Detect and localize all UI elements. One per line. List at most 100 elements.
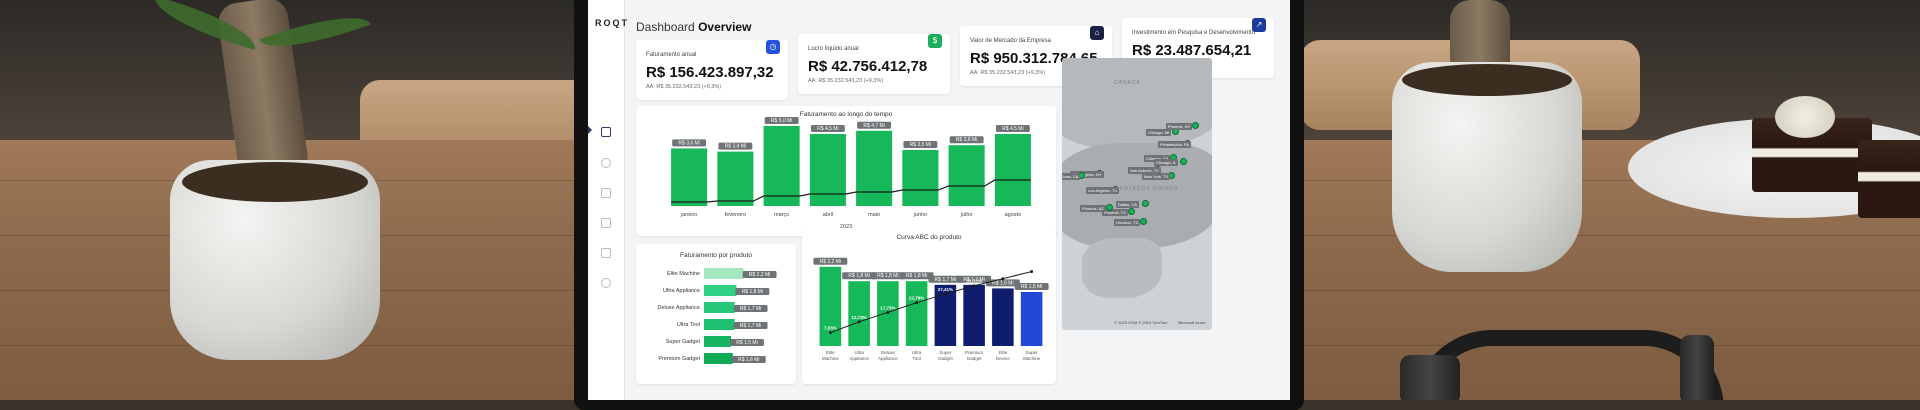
kpi-card: Faturamento anual R$ 156.423.897,32 AA: R$… bbox=[636, 40, 788, 100]
bar[interactable] bbox=[948, 145, 985, 206]
bar-data-label-bg bbox=[949, 136, 984, 144]
revenue-time-chart: R$ 3,6 Mi janeiro R$ 3,4 Mi fevereiro R$ 5,0… bbox=[671, 117, 1031, 230]
bar[interactable] bbox=[992, 288, 1014, 346]
bar[interactable] bbox=[848, 281, 870, 346]
map-land bbox=[1062, 143, 1212, 248]
bar-data-label: R$ 3,4 Mi bbox=[725, 144, 746, 150]
bar[interactable] bbox=[902, 150, 939, 206]
bar-data-label: R$ 4,5 Mi bbox=[817, 126, 838, 132]
sales-map[interactable]: CANADA ESTADOS UNIDOS Chicago, MI Phoenix… bbox=[1062, 58, 1212, 330]
bar-data-label: R$ 1,8 Mi bbox=[742, 289, 763, 295]
monitor-icon[interactable] bbox=[601, 188, 611, 198]
map-city-label: Los Angeles, TX bbox=[1086, 187, 1120, 194]
bar-data-label: R$ 1,5 Mi bbox=[1021, 284, 1042, 290]
bar-data-label: R$ 1,6 Mi bbox=[992, 280, 1013, 286]
bar[interactable] bbox=[905, 281, 928, 346]
bar[interactable] bbox=[809, 134, 846, 206]
bar-data-label-bg bbox=[957, 275, 992, 283]
clock-icon[interactable]: ◷ bbox=[766, 40, 780, 54]
map-pin[interactable] bbox=[1192, 122, 1199, 129]
bar[interactable] bbox=[1020, 292, 1043, 346]
map-pin[interactable] bbox=[1140, 218, 1147, 225]
bar-data-label: R$ 1,5 Mi bbox=[736, 340, 757, 346]
bar[interactable] bbox=[704, 302, 735, 313]
active-nav-marker bbox=[588, 126, 592, 134]
clock-icon[interactable] bbox=[601, 158, 611, 168]
bar[interactable] bbox=[934, 284, 957, 346]
x-tick-label: Appliance bbox=[849, 356, 869, 361]
bar[interactable] bbox=[963, 284, 985, 346]
map-city-label: San Jose, CA bbox=[1062, 173, 1081, 180]
cake-slice bbox=[1858, 140, 1920, 218]
map-city-label: Houston, TX bbox=[1114, 219, 1141, 226]
dashboard-screen: ROQT Dashboard Overview Faturamento anua… bbox=[588, 0, 1290, 400]
cumulative-label: 12,73% bbox=[851, 315, 866, 320]
kpi-value: R$ 42.756.412,78 bbox=[808, 58, 928, 75]
trend-icon[interactable]: ↗ bbox=[1252, 18, 1266, 32]
bar-data-label: R$ 2,2 Mi bbox=[749, 272, 770, 278]
x-axis-label: 2023 bbox=[840, 224, 852, 230]
x-tick-label: Super bbox=[1026, 350, 1039, 355]
bar[interactable] bbox=[819, 266, 842, 346]
y-tick-label: Ultra Appliance bbox=[663, 288, 700, 294]
cumulative-point bbox=[828, 331, 832, 335]
kpi-label: Valor de Mercado da Empresa bbox=[970, 38, 1051, 44]
bar[interactable] bbox=[704, 285, 737, 296]
revenue-by-product-card: Faturamento por produto Elite Machine R$ … bbox=[636, 244, 796, 384]
x-tick-label: Tool bbox=[912, 356, 920, 361]
bar-data-label-bg bbox=[731, 356, 766, 363]
map-pin[interactable] bbox=[1142, 200, 1149, 207]
trend-line bbox=[671, 179, 1031, 203]
building-icon[interactable]: ⌂ bbox=[1090, 26, 1104, 40]
cumulative-point bbox=[915, 301, 919, 305]
bar-data-label: R$ 1,7 Mi bbox=[740, 306, 761, 312]
bar[interactable] bbox=[704, 353, 733, 364]
map-city-label: San Antonio, TX bbox=[1128, 167, 1161, 174]
x-tick-label: maio bbox=[868, 212, 880, 218]
x-tick-label: janeiro bbox=[680, 212, 698, 218]
trend-icon[interactable] bbox=[601, 248, 611, 258]
cumulative-line bbox=[830, 271, 1032, 334]
kpi-value: R$ 156.423.897,32 bbox=[646, 64, 774, 81]
bar-data-label: R$ 5,0 Mi bbox=[771, 118, 792, 124]
bar-data-label-bg bbox=[899, 272, 934, 280]
x-tick-label: julho bbox=[960, 212, 973, 218]
y-tick-label: Elite Machine bbox=[667, 271, 700, 277]
cumulative-point bbox=[972, 284, 976, 288]
map-pin[interactable] bbox=[1128, 208, 1135, 215]
bar-data-label-bg bbox=[870, 272, 905, 280]
y-tick-label: Ultra Tool bbox=[677, 322, 700, 328]
cumulative-point bbox=[1030, 270, 1034, 273]
bar-chart-icon[interactable] bbox=[601, 218, 611, 228]
chart-title: Faturamento ao longo do tempo bbox=[799, 111, 893, 118]
map-pin[interactable] bbox=[1180, 158, 1187, 165]
y-tick-label: Deluxe Appliance bbox=[657, 305, 700, 311]
map-pin[interactable] bbox=[1106, 204, 1113, 211]
revenue-product-chart: Elite Machine R$ 2,2 Mi Ultra Appliance R$ … bbox=[657, 268, 777, 364]
bar-data-label-bg bbox=[730, 339, 764, 346]
plant-pot-right bbox=[1392, 62, 1582, 272]
bar[interactable] bbox=[994, 134, 1031, 206]
page-title: Dashboard Overview bbox=[636, 20, 752, 34]
bar-data-label-bg bbox=[857, 121, 892, 129]
grid-icon[interactable] bbox=[601, 127, 611, 137]
plant-soil bbox=[182, 162, 368, 202]
bar[interactable] bbox=[704, 319, 735, 330]
map-brand: Microsoft Azure bbox=[1178, 320, 1206, 325]
bar[interactable] bbox=[763, 126, 800, 206]
bar[interactable] bbox=[856, 130, 893, 206]
x-tick-label: Ultra bbox=[854, 350, 864, 355]
bar[interactable] bbox=[704, 268, 744, 279]
bar[interactable] bbox=[671, 148, 708, 206]
bar[interactable] bbox=[717, 151, 754, 206]
cumulative-point bbox=[857, 320, 861, 324]
laptop: ROQT Dashboard Overview Faturamento anua… bbox=[574, 0, 1304, 410]
bar-data-label-bg bbox=[764, 117, 799, 124]
bar-data-label: R$ 3,5 Mi bbox=[910, 142, 931, 148]
settings-icon[interactable] bbox=[601, 278, 611, 288]
bar[interactable] bbox=[704, 336, 731, 347]
money-icon[interactable]: $ bbox=[928, 34, 942, 48]
map-copyright: © 2023 OSM © 2023 TomTom bbox=[1114, 320, 1168, 325]
cumulative-label: 22,79% bbox=[909, 296, 924, 301]
